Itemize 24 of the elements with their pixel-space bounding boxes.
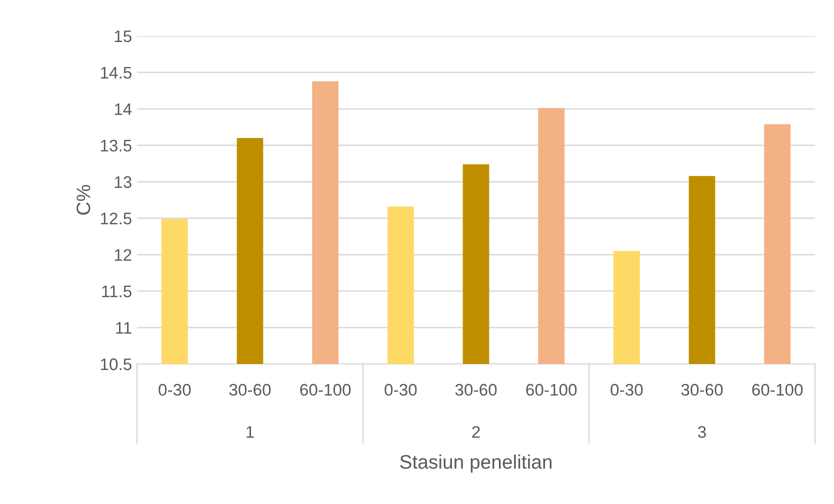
y-tick-label: 11.5 bbox=[102, 286, 132, 298]
x-tick-label: 30-60 bbox=[229, 384, 271, 396]
text: 1 bbox=[246, 426, 254, 438]
y-axis-title: C% bbox=[76, 185, 90, 215]
y-tick-label: 13.5 bbox=[100, 140, 132, 152]
x-axis-title: Stasiun penelitian bbox=[400, 454, 552, 473]
x-tick-label: 30-60 bbox=[455, 384, 497, 396]
x-tick-label: 60-100 bbox=[752, 384, 803, 396]
x-tick-label: 60-100 bbox=[300, 384, 351, 396]
y-tick-label: 12.5 bbox=[100, 212, 132, 224]
x-tick-label: 0-30 bbox=[384, 384, 417, 396]
x-tick-label: 30-60 bbox=[681, 384, 723, 396]
x-tick-label: 0-30 bbox=[610, 384, 643, 396]
y-tick-label: 14.5 bbox=[100, 67, 132, 79]
y-tick-label: 15 bbox=[114, 30, 132, 42]
text: 2 bbox=[472, 426, 480, 438]
y-tick-label: 11 bbox=[116, 322, 132, 334]
y-tick-label: 13 bbox=[114, 176, 132, 188]
y-tick-label: 14 bbox=[114, 103, 132, 115]
text: 3 bbox=[698, 426, 706, 438]
x-tick-label: 60-100 bbox=[526, 384, 577, 396]
y-tick-label: 10.5 bbox=[100, 358, 132, 370]
y-tick-label: 12 bbox=[114, 249, 132, 261]
x-tick-label: 0-30 bbox=[158, 384, 191, 396]
